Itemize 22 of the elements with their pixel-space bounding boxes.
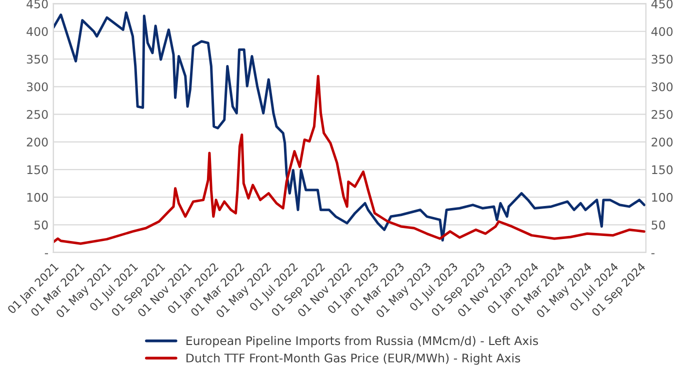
y-tick-label: 50 (34, 220, 48, 230)
y2-tick-label: - (651, 253, 654, 254)
y-tick-label: 400 (26, 27, 48, 36)
line-series (53, 74, 646, 245)
y-tick-label: 150 (27, 165, 48, 174)
y-tick-label: 300 (26, 82, 48, 92)
y-tick-label: 200 (26, 138, 48, 147)
y2-tick-label: 150 (652, 165, 673, 174)
y-tick-label: 350 (26, 54, 48, 64)
legend-label: Dutch TTF Front-Month Gas Price (EUR/MWh) - Right Axis (186, 353, 520, 365)
line-series (53, 11, 646, 242)
y-tick-label: - (44, 253, 48, 254)
y-tick-label: 100 (27, 192, 48, 202)
y-tick-label: 250 (26, 110, 48, 119)
y2-tick-label: 300 (652, 82, 673, 92)
y2-tick-label: 400 (651, 27, 673, 36)
y2-tick-label: 50 (652, 220, 666, 230)
y2-tick-label: 200 (652, 138, 673, 147)
y2-tick-label: 250 (652, 110, 673, 119)
y2-tick-label: 350 (652, 54, 673, 64)
legend-label: European Pipeline Imports from Russia (MMcm/d) - Left Axis (186, 336, 538, 348)
y2-tick-label: 100 (652, 192, 673, 202)
